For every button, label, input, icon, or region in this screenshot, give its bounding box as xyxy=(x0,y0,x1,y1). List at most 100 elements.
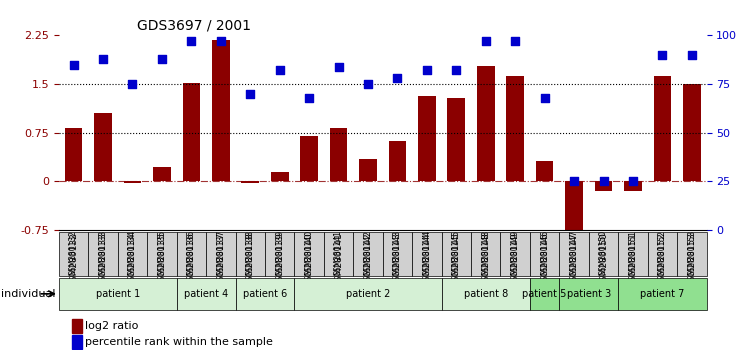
Text: GSM280132: GSM280132 xyxy=(69,230,78,276)
Text: GSM280152: GSM280152 xyxy=(658,233,667,287)
Point xyxy=(97,56,109,62)
Text: GSM280147: GSM280147 xyxy=(570,230,578,276)
Text: GSM280139: GSM280139 xyxy=(275,233,284,287)
Point xyxy=(568,178,580,184)
FancyBboxPatch shape xyxy=(59,278,177,310)
FancyBboxPatch shape xyxy=(177,233,206,276)
Text: GSM280148: GSM280148 xyxy=(481,230,490,276)
Bar xyxy=(536,161,553,181)
Text: individual: individual xyxy=(1,289,56,299)
Point xyxy=(185,38,197,44)
Text: GSM280137: GSM280137 xyxy=(216,230,225,276)
Text: GDS3697 / 2001: GDS3697 / 2001 xyxy=(137,19,250,33)
Text: patient 1: patient 1 xyxy=(96,289,140,299)
Text: GSM280151: GSM280151 xyxy=(629,233,637,287)
Text: GSM280138: GSM280138 xyxy=(246,230,255,276)
Text: GSM280151: GSM280151 xyxy=(629,230,637,276)
Point xyxy=(362,81,374,87)
Bar xyxy=(183,83,200,181)
FancyBboxPatch shape xyxy=(559,233,589,276)
Bar xyxy=(418,96,436,181)
Text: log2 ratio: log2 ratio xyxy=(85,321,138,331)
Text: GSM280150: GSM280150 xyxy=(599,230,608,276)
FancyBboxPatch shape xyxy=(353,233,383,276)
Text: GSM280145: GSM280145 xyxy=(452,230,461,276)
Bar xyxy=(654,76,671,181)
Text: GSM280143: GSM280143 xyxy=(393,233,402,287)
Bar xyxy=(72,335,82,349)
Point xyxy=(480,38,492,44)
Point xyxy=(392,75,403,81)
Point xyxy=(509,38,521,44)
Bar xyxy=(683,84,701,181)
Bar xyxy=(65,128,82,181)
Text: GSM280148: GSM280148 xyxy=(481,233,490,287)
Text: patient 3: patient 3 xyxy=(567,289,611,299)
FancyBboxPatch shape xyxy=(265,233,294,276)
Point xyxy=(68,62,79,68)
Text: GSM280132: GSM280132 xyxy=(69,233,78,287)
Point xyxy=(127,81,138,87)
Text: patient 8: patient 8 xyxy=(464,289,508,299)
Text: GSM280133: GSM280133 xyxy=(99,230,107,276)
Point xyxy=(333,64,344,69)
Text: GSM280153: GSM280153 xyxy=(687,233,696,287)
Text: GSM280136: GSM280136 xyxy=(187,230,196,276)
Bar xyxy=(300,136,318,181)
Text: patient 6: patient 6 xyxy=(243,289,287,299)
Bar xyxy=(595,181,612,191)
Bar xyxy=(624,181,642,191)
Text: GSM280141: GSM280141 xyxy=(334,233,343,287)
FancyBboxPatch shape xyxy=(530,278,559,310)
Point xyxy=(450,68,462,73)
Text: GSM280136: GSM280136 xyxy=(187,233,196,287)
Point xyxy=(627,178,639,184)
FancyBboxPatch shape xyxy=(236,233,265,276)
Text: GSM280138: GSM280138 xyxy=(246,233,255,287)
Bar xyxy=(359,159,377,181)
Point xyxy=(274,68,286,73)
Point xyxy=(244,91,256,97)
Text: GSM280145: GSM280145 xyxy=(452,233,461,287)
Text: GSM280147: GSM280147 xyxy=(570,233,578,287)
Point xyxy=(156,56,168,62)
Point xyxy=(598,178,609,184)
Text: GSM280140: GSM280140 xyxy=(305,230,314,276)
FancyBboxPatch shape xyxy=(471,233,500,276)
FancyBboxPatch shape xyxy=(589,233,618,276)
Text: GSM280149: GSM280149 xyxy=(511,230,520,276)
Bar xyxy=(271,172,289,181)
FancyBboxPatch shape xyxy=(559,278,618,310)
Text: GSM280134: GSM280134 xyxy=(128,233,137,287)
FancyBboxPatch shape xyxy=(118,233,147,276)
FancyBboxPatch shape xyxy=(530,233,559,276)
Point xyxy=(215,38,227,44)
Text: patient 4: patient 4 xyxy=(184,289,228,299)
Bar xyxy=(447,98,465,181)
FancyBboxPatch shape xyxy=(677,233,707,276)
Text: GSM280142: GSM280142 xyxy=(364,230,372,276)
Text: GSM280143: GSM280143 xyxy=(393,230,402,276)
FancyBboxPatch shape xyxy=(177,278,236,310)
Text: GSM280139: GSM280139 xyxy=(275,230,284,276)
Text: GSM280144: GSM280144 xyxy=(422,230,431,276)
FancyBboxPatch shape xyxy=(294,233,324,276)
Text: GSM280142: GSM280142 xyxy=(364,233,372,287)
Text: percentile rank within the sample: percentile rank within the sample xyxy=(85,337,272,347)
FancyBboxPatch shape xyxy=(88,233,118,276)
Text: GSM280153: GSM280153 xyxy=(687,230,696,276)
FancyBboxPatch shape xyxy=(618,233,648,276)
Text: patient 5: patient 5 xyxy=(523,289,567,299)
FancyBboxPatch shape xyxy=(412,233,442,276)
Bar xyxy=(477,66,495,181)
FancyBboxPatch shape xyxy=(383,233,412,276)
Bar xyxy=(153,167,171,181)
Bar xyxy=(565,181,583,239)
Text: GSM280135: GSM280135 xyxy=(158,233,166,287)
Point xyxy=(303,95,315,101)
Bar xyxy=(330,128,347,181)
Text: GSM280150: GSM280150 xyxy=(599,233,608,287)
FancyBboxPatch shape xyxy=(236,278,294,310)
FancyBboxPatch shape xyxy=(324,233,353,276)
FancyBboxPatch shape xyxy=(648,233,677,276)
